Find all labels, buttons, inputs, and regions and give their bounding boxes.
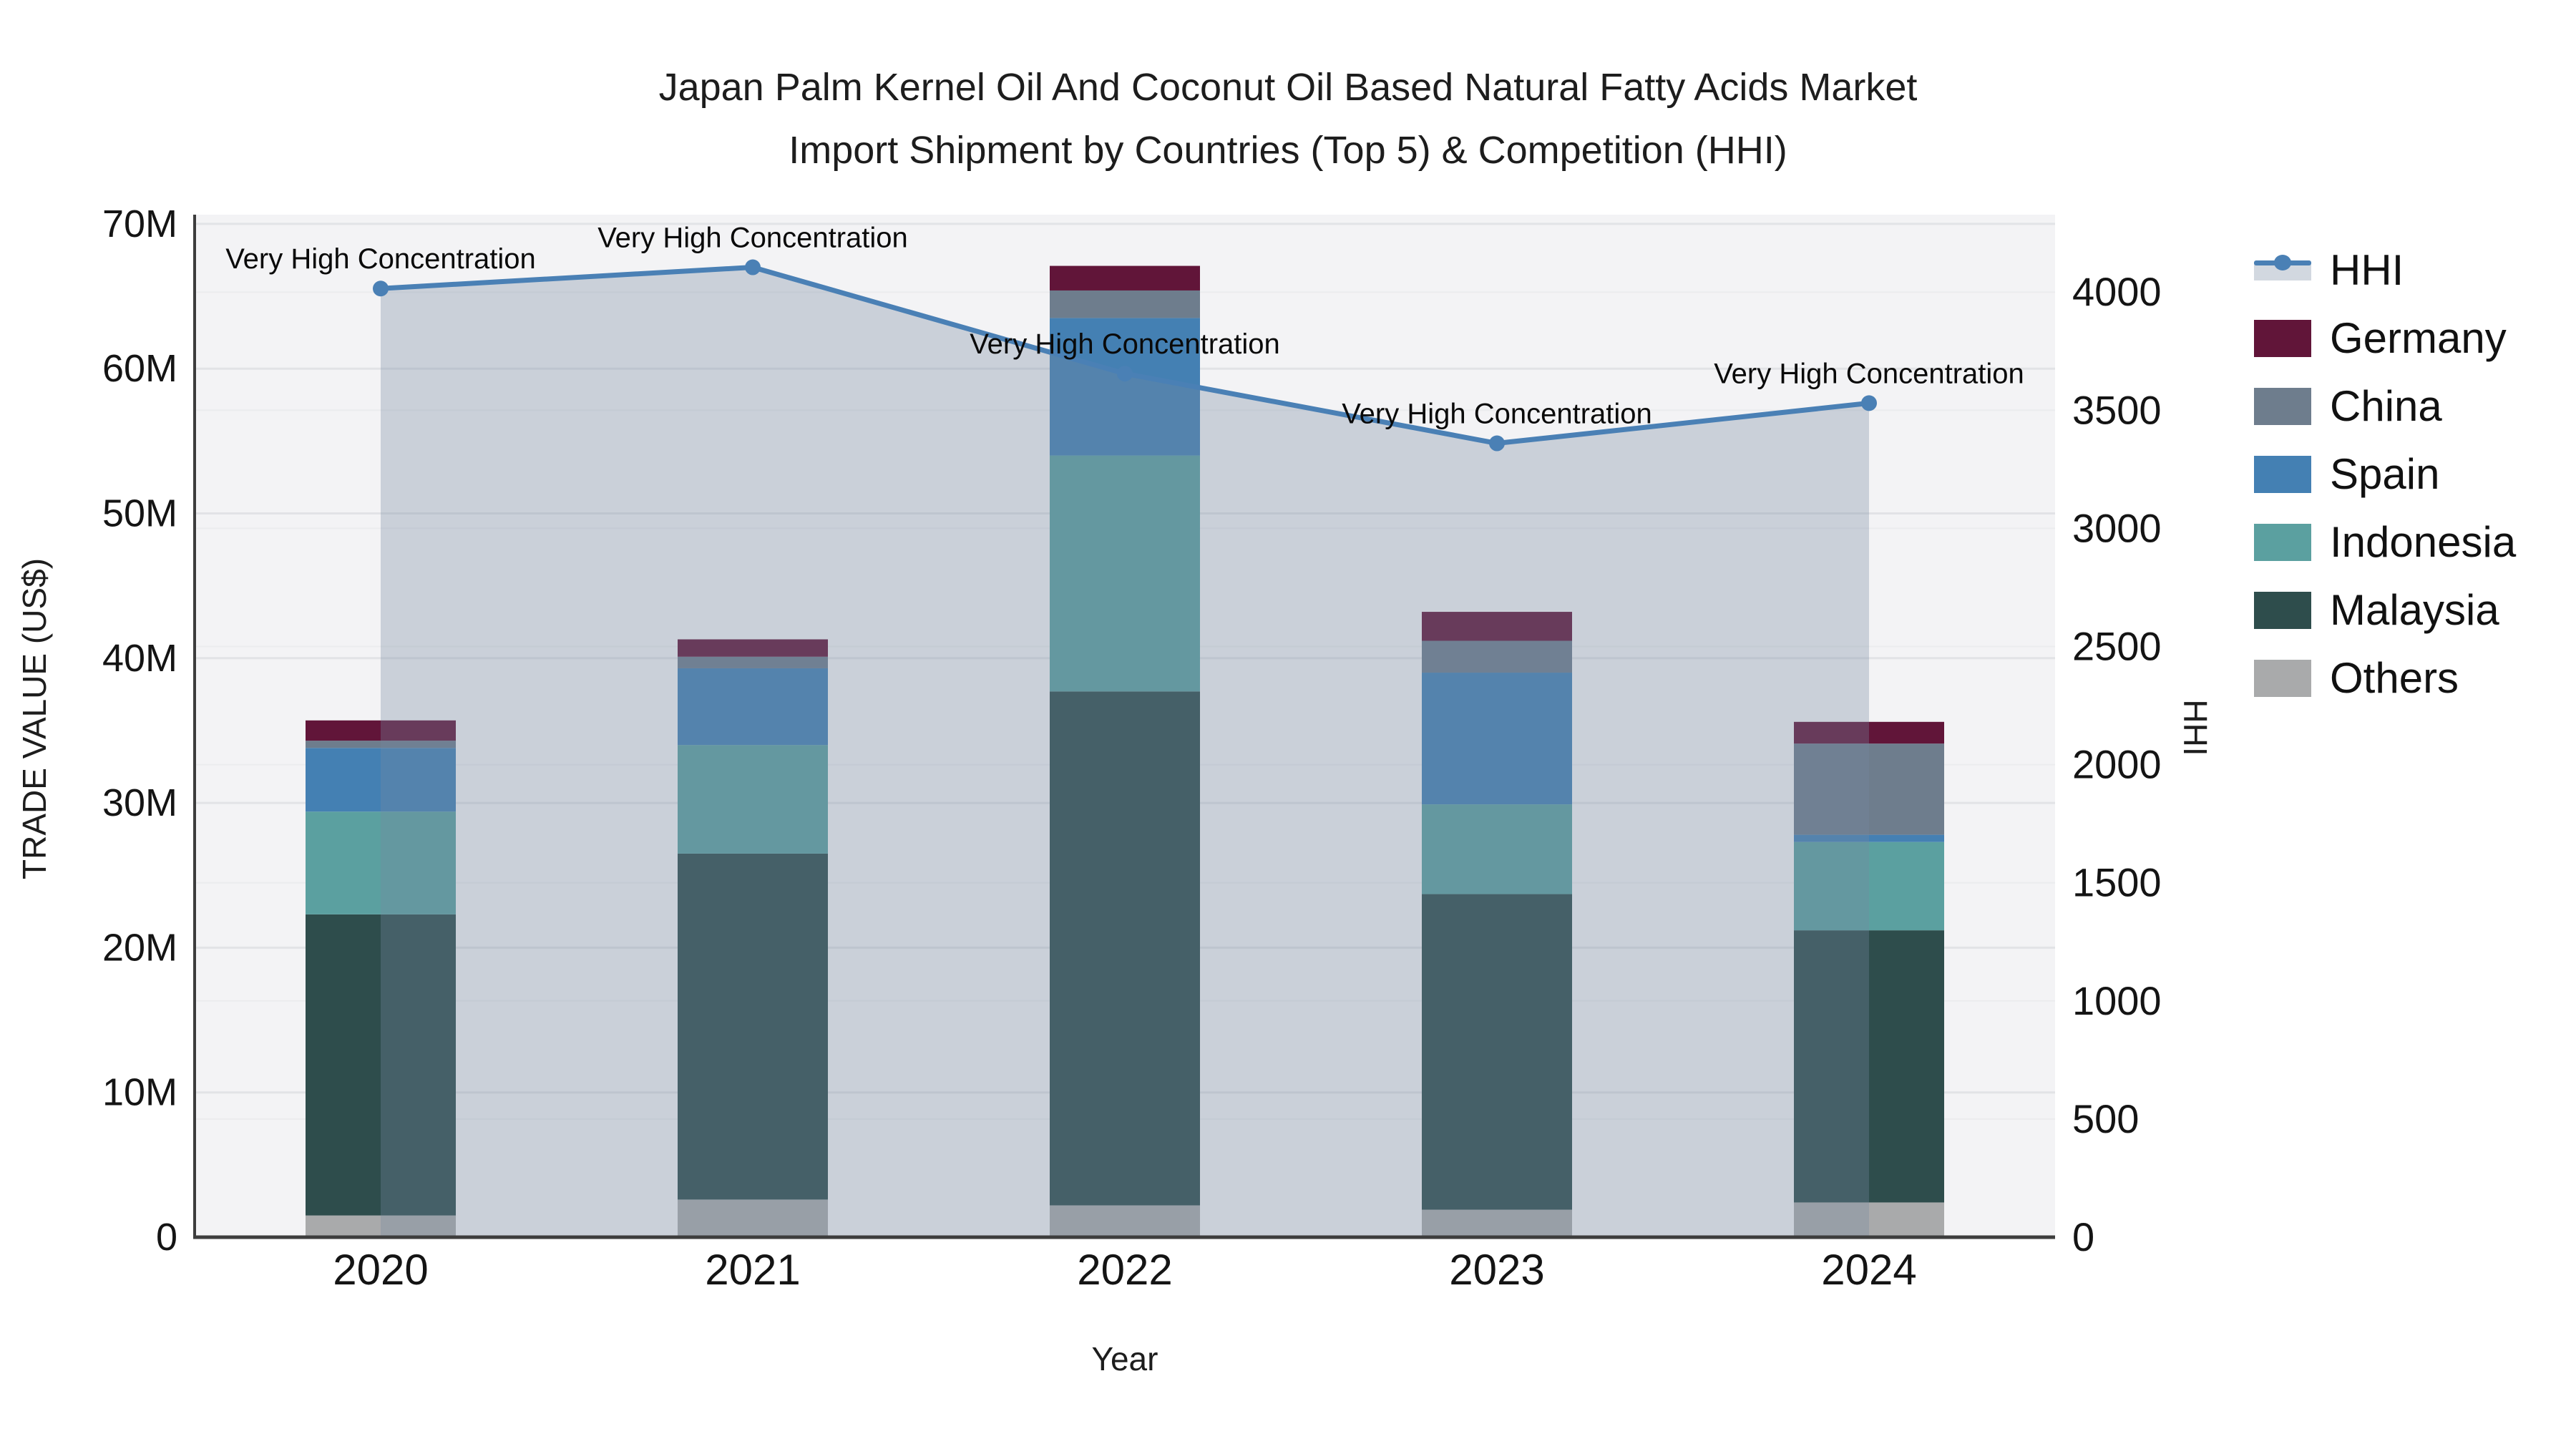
y-right-tick-label: 1000 xyxy=(2072,978,2162,1023)
y-left-tick-label: 50M xyxy=(102,492,177,535)
annotation-2023: Very High Concentration xyxy=(1342,399,1652,430)
x-tick-label-2022: 2022 xyxy=(1077,1246,1172,1294)
y-right-tick-label: 2500 xyxy=(2072,624,2162,669)
x-tick-label-2021: 2021 xyxy=(705,1246,800,1294)
indonesia-swatch-icon xyxy=(2254,523,2311,561)
x-tick-label-2024: 2024 xyxy=(1821,1246,1916,1294)
legend: HHI Germany China Spain Indonesia Malays… xyxy=(2254,236,2516,712)
legend-label: Indonesia xyxy=(2330,518,2517,566)
malaysia-swatch-icon xyxy=(2254,591,2311,629)
hhi-marker-2024 xyxy=(1861,395,1877,411)
spain-swatch-icon xyxy=(2254,455,2311,493)
annotation-2021: Very High Concentration xyxy=(597,223,908,254)
legend-item-spain[interactable]: Spain xyxy=(2254,440,2516,508)
y-axis-left-title: TRADE VALUE (US$) xyxy=(16,557,53,879)
legend-label: Spain xyxy=(2330,450,2440,498)
y-right-tick-label: 0 xyxy=(2072,1214,2094,1259)
chart-title-line1: Japan Palm Kernel Oil And Coconut Oil Ba… xyxy=(658,66,1918,109)
bar-segment-others-2024 xyxy=(1794,1202,1944,1237)
bar-segment-spain-2024 xyxy=(1794,834,1944,842)
others-swatch-icon xyxy=(2254,659,2311,697)
chart-title-line2: Import Shipment by Countries (Top 5) & C… xyxy=(789,129,1787,172)
hhi-area-fill xyxy=(381,267,1869,1237)
legend-item-germany[interactable]: Germany xyxy=(2254,304,2516,372)
bar-segment-china-2022 xyxy=(1050,290,1200,318)
bar-segment-germany-2022 xyxy=(1050,265,1200,291)
bar-segment-china-2021 xyxy=(678,656,828,668)
bar-segment-china-2024 xyxy=(1794,743,1944,835)
bar-segment-malaysia-2024 xyxy=(1794,930,1944,1203)
bar-segment-spain-2021 xyxy=(678,668,828,746)
hhi-marker-2021 xyxy=(745,259,761,275)
annotation-2020: Very High Concentration xyxy=(225,243,536,275)
y-right-tick-label: 3500 xyxy=(2072,387,2162,432)
bar-segment-others-2023 xyxy=(1422,1209,1572,1237)
y-right-tick-label: 3000 xyxy=(2072,505,2162,550)
y-left-tick-label: 30M xyxy=(102,781,177,824)
legend-item-malaysia[interactable]: Malaysia xyxy=(2254,576,2516,644)
bar-segment-malaysia-2020 xyxy=(306,914,456,1216)
bar-segment-germany-2021 xyxy=(678,639,828,657)
legend-label: Malaysia xyxy=(2330,586,2499,634)
annotation-2022: Very High Concentration xyxy=(970,328,1280,360)
legend-label: Others xyxy=(2330,654,2459,702)
bar-segment-malaysia-2023 xyxy=(1422,894,1572,1210)
bar-segment-germany-2024 xyxy=(1794,721,1944,744)
hhi-marker-2023 xyxy=(1489,435,1505,452)
y-right-tick-label: 4000 xyxy=(2072,269,2162,314)
bar-segment-spain-2023 xyxy=(1422,673,1572,805)
x-axis-title: Year xyxy=(1091,1340,1158,1377)
bar-segment-spain-2022 xyxy=(1050,318,1200,456)
legend-item-hhi[interactable]: HHI xyxy=(2254,236,2516,304)
x-tick-label-2020: 2020 xyxy=(333,1246,428,1294)
bar-segment-germany-2020 xyxy=(306,720,456,741)
bar-segment-germany-2023 xyxy=(1422,612,1572,641)
legend-item-others[interactable]: Others xyxy=(2254,644,2516,712)
bar-segment-spain-2020 xyxy=(306,748,456,812)
hhi-line-swatch-icon xyxy=(2254,252,2311,289)
y-right-tick-label: 2000 xyxy=(2072,742,2162,787)
legend-item-china[interactable]: China xyxy=(2254,372,2516,440)
bar-segment-indonesia-2022 xyxy=(1050,455,1200,692)
legend-label: China xyxy=(2330,382,2442,430)
y-axis-right-title: HHI xyxy=(2177,699,2214,756)
bar-segment-indonesia-2020 xyxy=(306,811,456,914)
bar-segment-others-2022 xyxy=(1050,1205,1200,1237)
bar-segment-malaysia-2022 xyxy=(1050,691,1200,1206)
y-left-tick-label: 20M xyxy=(102,926,177,969)
y-right-tick-label: 500 xyxy=(2072,1096,2139,1141)
y-left-tick-label: 70M xyxy=(102,203,177,245)
annotation-2024: Very High Concentration xyxy=(1714,358,2024,389)
bar-segment-malaysia-2021 xyxy=(678,853,828,1200)
y-left-tick-label: 40M xyxy=(102,637,177,680)
chart-title: Japan Palm Kernel Oil And Coconut Oil Ba… xyxy=(0,56,2576,182)
x-tick-label-2023: 2023 xyxy=(1449,1246,1544,1294)
germany-swatch-icon xyxy=(2254,319,2311,357)
bar-segment-china-2023 xyxy=(1422,640,1572,673)
legend-label: HHI xyxy=(2330,246,2404,294)
y-left-tick-label: 60M xyxy=(102,347,177,390)
bar-segment-indonesia-2021 xyxy=(678,745,828,854)
bar-segment-china-2020 xyxy=(306,741,456,748)
legend-item-indonesia[interactable]: Indonesia xyxy=(2254,508,2516,576)
hhi-marker-2020 xyxy=(373,280,389,297)
bar-segment-indonesia-2023 xyxy=(1422,804,1572,894)
hhi-marker-2022 xyxy=(1117,366,1133,382)
bar-segment-others-2020 xyxy=(306,1215,456,1237)
y-left-tick-label: 10M xyxy=(102,1071,177,1114)
y-left-tick-label: 0 xyxy=(156,1216,177,1259)
bar-segment-others-2021 xyxy=(678,1199,828,1237)
legend-label: Germany xyxy=(2330,314,2507,362)
bar-segment-indonesia-2024 xyxy=(1794,841,1944,931)
china-swatch-icon xyxy=(2254,387,2311,425)
y-right-tick-label: 1500 xyxy=(2072,860,2162,905)
